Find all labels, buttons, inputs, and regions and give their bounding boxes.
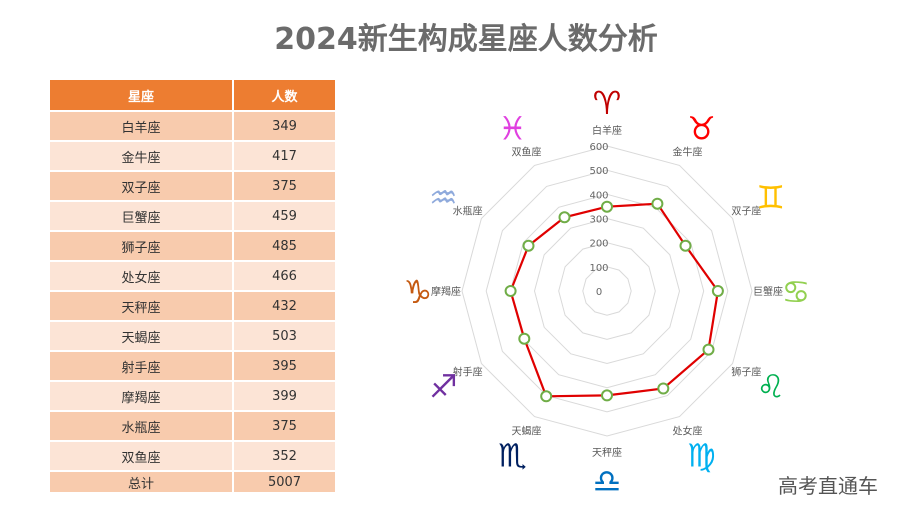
category-label: 处女座: [673, 424, 703, 437]
cancer-icon: ♋: [782, 273, 811, 311]
cell-sign: 射手座: [50, 352, 234, 382]
cell-count: 503: [234, 322, 335, 352]
data-point: [558, 211, 571, 224]
cell-sign: 水瓶座: [50, 412, 234, 442]
gemini-icon: ♊: [756, 179, 785, 217]
cell-sign: 巨蟹座: [50, 202, 234, 232]
aquarius-icon: ♒: [429, 179, 458, 217]
table-row: 摩羯座 399: [50, 382, 335, 412]
cell-count: 432: [234, 292, 335, 322]
tick-label: 400: [589, 190, 608, 201]
data-point: [540, 390, 553, 403]
header-count: 人数: [234, 80, 335, 112]
cell-count: 459: [234, 202, 335, 232]
virgo-icon: ♍: [687, 437, 716, 475]
table-row: 水瓶座 375: [50, 412, 335, 442]
cell-count: 417: [234, 142, 335, 172]
category-label: 天秤座: [592, 446, 622, 459]
table-row: 天秤座 432: [50, 292, 335, 322]
cell-sign: 天秤座: [50, 292, 234, 322]
cell-count: 375: [234, 412, 335, 442]
category-label: 巨蟹座: [753, 285, 783, 298]
data-point: [651, 197, 664, 210]
total-label: 总计: [50, 472, 234, 494]
category-label: 双子座: [731, 205, 761, 218]
data-point: [601, 389, 613, 402]
category-label: 双鱼座: [512, 146, 542, 159]
cell-sign: 摩羯座: [50, 382, 234, 412]
total-count: 5007: [234, 472, 335, 494]
table-row: 狮子座 485: [50, 232, 335, 262]
category-label: 摩羯座: [431, 285, 461, 298]
series-markers: [504, 197, 724, 403]
pisces-icon: ♓: [498, 109, 527, 147]
category-label: 天蝎座: [512, 424, 542, 437]
data-point: [702, 343, 715, 356]
cell-count: 399: [234, 382, 335, 412]
cell-count: 375: [234, 172, 335, 202]
data-point: [504, 285, 517, 297]
table-total-row: 总计 5007: [50, 472, 335, 494]
tick-label: 500: [589, 166, 608, 177]
tick-label: 300: [589, 215, 608, 226]
radar-chart: 0 100 200 300 400 500 600 白羊座 ♈ 金牛座♉ 双子座♊ 巨蟹座♋ 狮子座♌ 处…: [404, 84, 811, 500]
cell-sign: 天蝎座: [50, 322, 234, 352]
page-title: 2024新生构成星座人数分析: [274, 22, 658, 57]
aries-icon: ♈: [593, 84, 622, 122]
table-row: 白羊座 349: [50, 112, 335, 142]
cell-count: 352: [234, 442, 335, 472]
libra-icon: ♎: [593, 462, 622, 500]
header-sign: 星座: [50, 80, 234, 112]
radar-grid: [461, 145, 753, 437]
table-row: 巨蟹座 459: [50, 202, 335, 232]
tick-label: 0: [596, 287, 602, 298]
tick-label: 100: [589, 263, 608, 274]
table-row: 处女座 466: [50, 262, 335, 292]
scorpio-icon: ♏: [498, 437, 527, 475]
series-line: [509, 202, 720, 398]
data-point: [657, 382, 670, 395]
radial-tick-labels: 0 100 200 300 400 500 600: [589, 142, 608, 298]
cell-sign: 狮子座: [50, 232, 234, 262]
sagittarius-icon: ♐: [429, 368, 458, 406]
category-label: 白羊座: [592, 124, 622, 137]
cell-count: 466: [234, 262, 335, 292]
data-point: [679, 239, 692, 252]
cell-sign: 双鱼座: [50, 442, 234, 472]
taurus-icon: ♉: [687, 109, 716, 147]
data-point: [711, 285, 724, 297]
table-row: 双鱼座 352: [50, 442, 335, 472]
category-label: 狮子座: [731, 366, 761, 379]
table-row: 天蝎座 503: [50, 322, 335, 352]
cell-count: 395: [234, 352, 335, 382]
cell-sign: 双子座: [50, 172, 234, 202]
table-header-row: 星座 人数: [50, 80, 335, 112]
table-row: 金牛座 417: [50, 142, 335, 172]
tick-label: 200: [589, 239, 608, 250]
leo-icon: ♌: [756, 368, 785, 406]
data-point: [518, 332, 531, 345]
cell-sign: 白羊座: [50, 112, 234, 142]
table-row: 双子座 375: [50, 172, 335, 202]
category-label: 金牛座: [673, 146, 703, 159]
category-label: 射手座: [453, 366, 483, 379]
category-labels: 白羊座 ♈ 金牛座♉ 双子座♊ 巨蟹座♋ 狮子座♌ 处女座♍ 天秤座 ♎ 天蝎座♏ 射手座♐ 摩羯座♑…: [404, 84, 811, 500]
table-row: 射手座 395: [50, 352, 335, 382]
cell-count: 349: [234, 112, 335, 142]
cell-count: 485: [234, 232, 335, 262]
category-label: 水瓶座: [453, 205, 483, 218]
data-point: [601, 200, 613, 213]
tick-label: 600: [589, 142, 608, 153]
zodiac-count-table: 星座 人数 白羊座 349 金牛座 417 双子座 375 巨蟹座 459 狮子座 485 处女座 4…: [50, 80, 335, 494]
capricorn-icon: ♑: [404, 273, 433, 311]
watermark: 高考直通车: [778, 474, 878, 498]
cell-sign: 处女座: [50, 262, 234, 292]
cell-sign: 金牛座: [50, 142, 234, 172]
data-point: [522, 239, 535, 252]
